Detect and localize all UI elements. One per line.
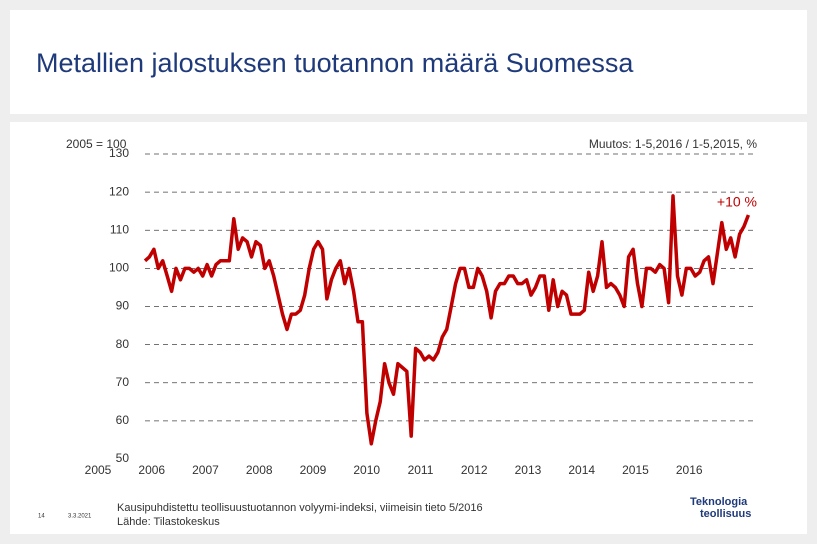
y-tick-label: 70 (116, 375, 130, 389)
header: Metallien jalostuksen tuotannon määrä Su… (10, 10, 807, 114)
y-tick-label: 60 (116, 413, 130, 427)
x-tick-label: 2013 (515, 463, 542, 477)
logo: Teknologia (690, 496, 748, 508)
y-tick-label: 50 (116, 451, 130, 465)
y-tick-label: 80 (116, 337, 130, 351)
y-tick-label: 100 (109, 261, 129, 275)
y-tick-label: 120 (109, 184, 129, 198)
x-tick-label: 2006 (138, 463, 165, 477)
date: 3.3.2021 (68, 514, 92, 520)
x-tick-label: 2015 (622, 463, 649, 477)
slide-title: Metallien jalostuksen tuotannon määrä Su… (36, 48, 634, 78)
x-tick-label: 2010 (353, 463, 380, 477)
y-tick-label: 130 (109, 146, 129, 160)
x-tick-label: 2007 (192, 463, 219, 477)
x-tick-label: 2009 (300, 463, 327, 477)
page-number: 14 (38, 514, 45, 520)
data-line (143, 194, 751, 446)
body (10, 122, 807, 534)
x-tick-label: 2011 (408, 463, 434, 477)
change-label: +10 % (717, 194, 757, 210)
source: Lähde: Tilastokeskus (117, 516, 220, 528)
x-tick-label: 2016 (676, 463, 703, 477)
annotation: Muutos: 1-5,2016 / 1-5,2015, % (589, 137, 757, 151)
logo: teollisuus (700, 508, 751, 520)
note: Kausipuhdistettu teollisuustuotannon vol… (117, 502, 483, 514)
x-tick-label: 2008 (246, 463, 273, 477)
x-tick-label: 2012 (461, 463, 488, 477)
y-tick-label: 90 (116, 299, 130, 313)
subtitle: 2005 = 100 (66, 137, 127, 151)
x-tick-label: 2014 (568, 463, 595, 477)
y-tick-label: 110 (110, 222, 129, 236)
x-tick-label: 2005 (85, 463, 112, 477)
